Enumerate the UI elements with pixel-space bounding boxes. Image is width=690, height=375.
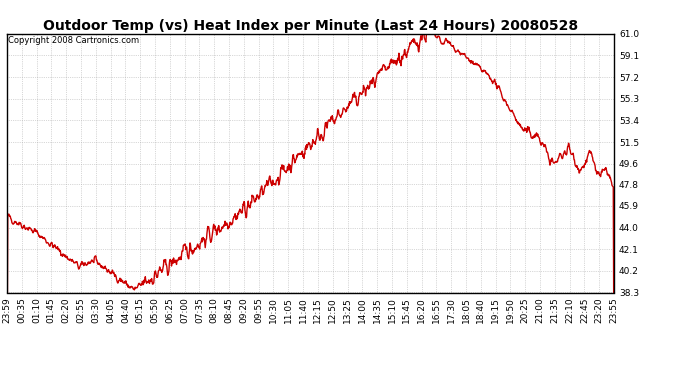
Text: Copyright 2008 Cartronics.com: Copyright 2008 Cartronics.com — [8, 36, 139, 45]
Title: Outdoor Temp (vs) Heat Index per Minute (Last 24 Hours) 20080528: Outdoor Temp (vs) Heat Index per Minute … — [43, 19, 578, 33]
